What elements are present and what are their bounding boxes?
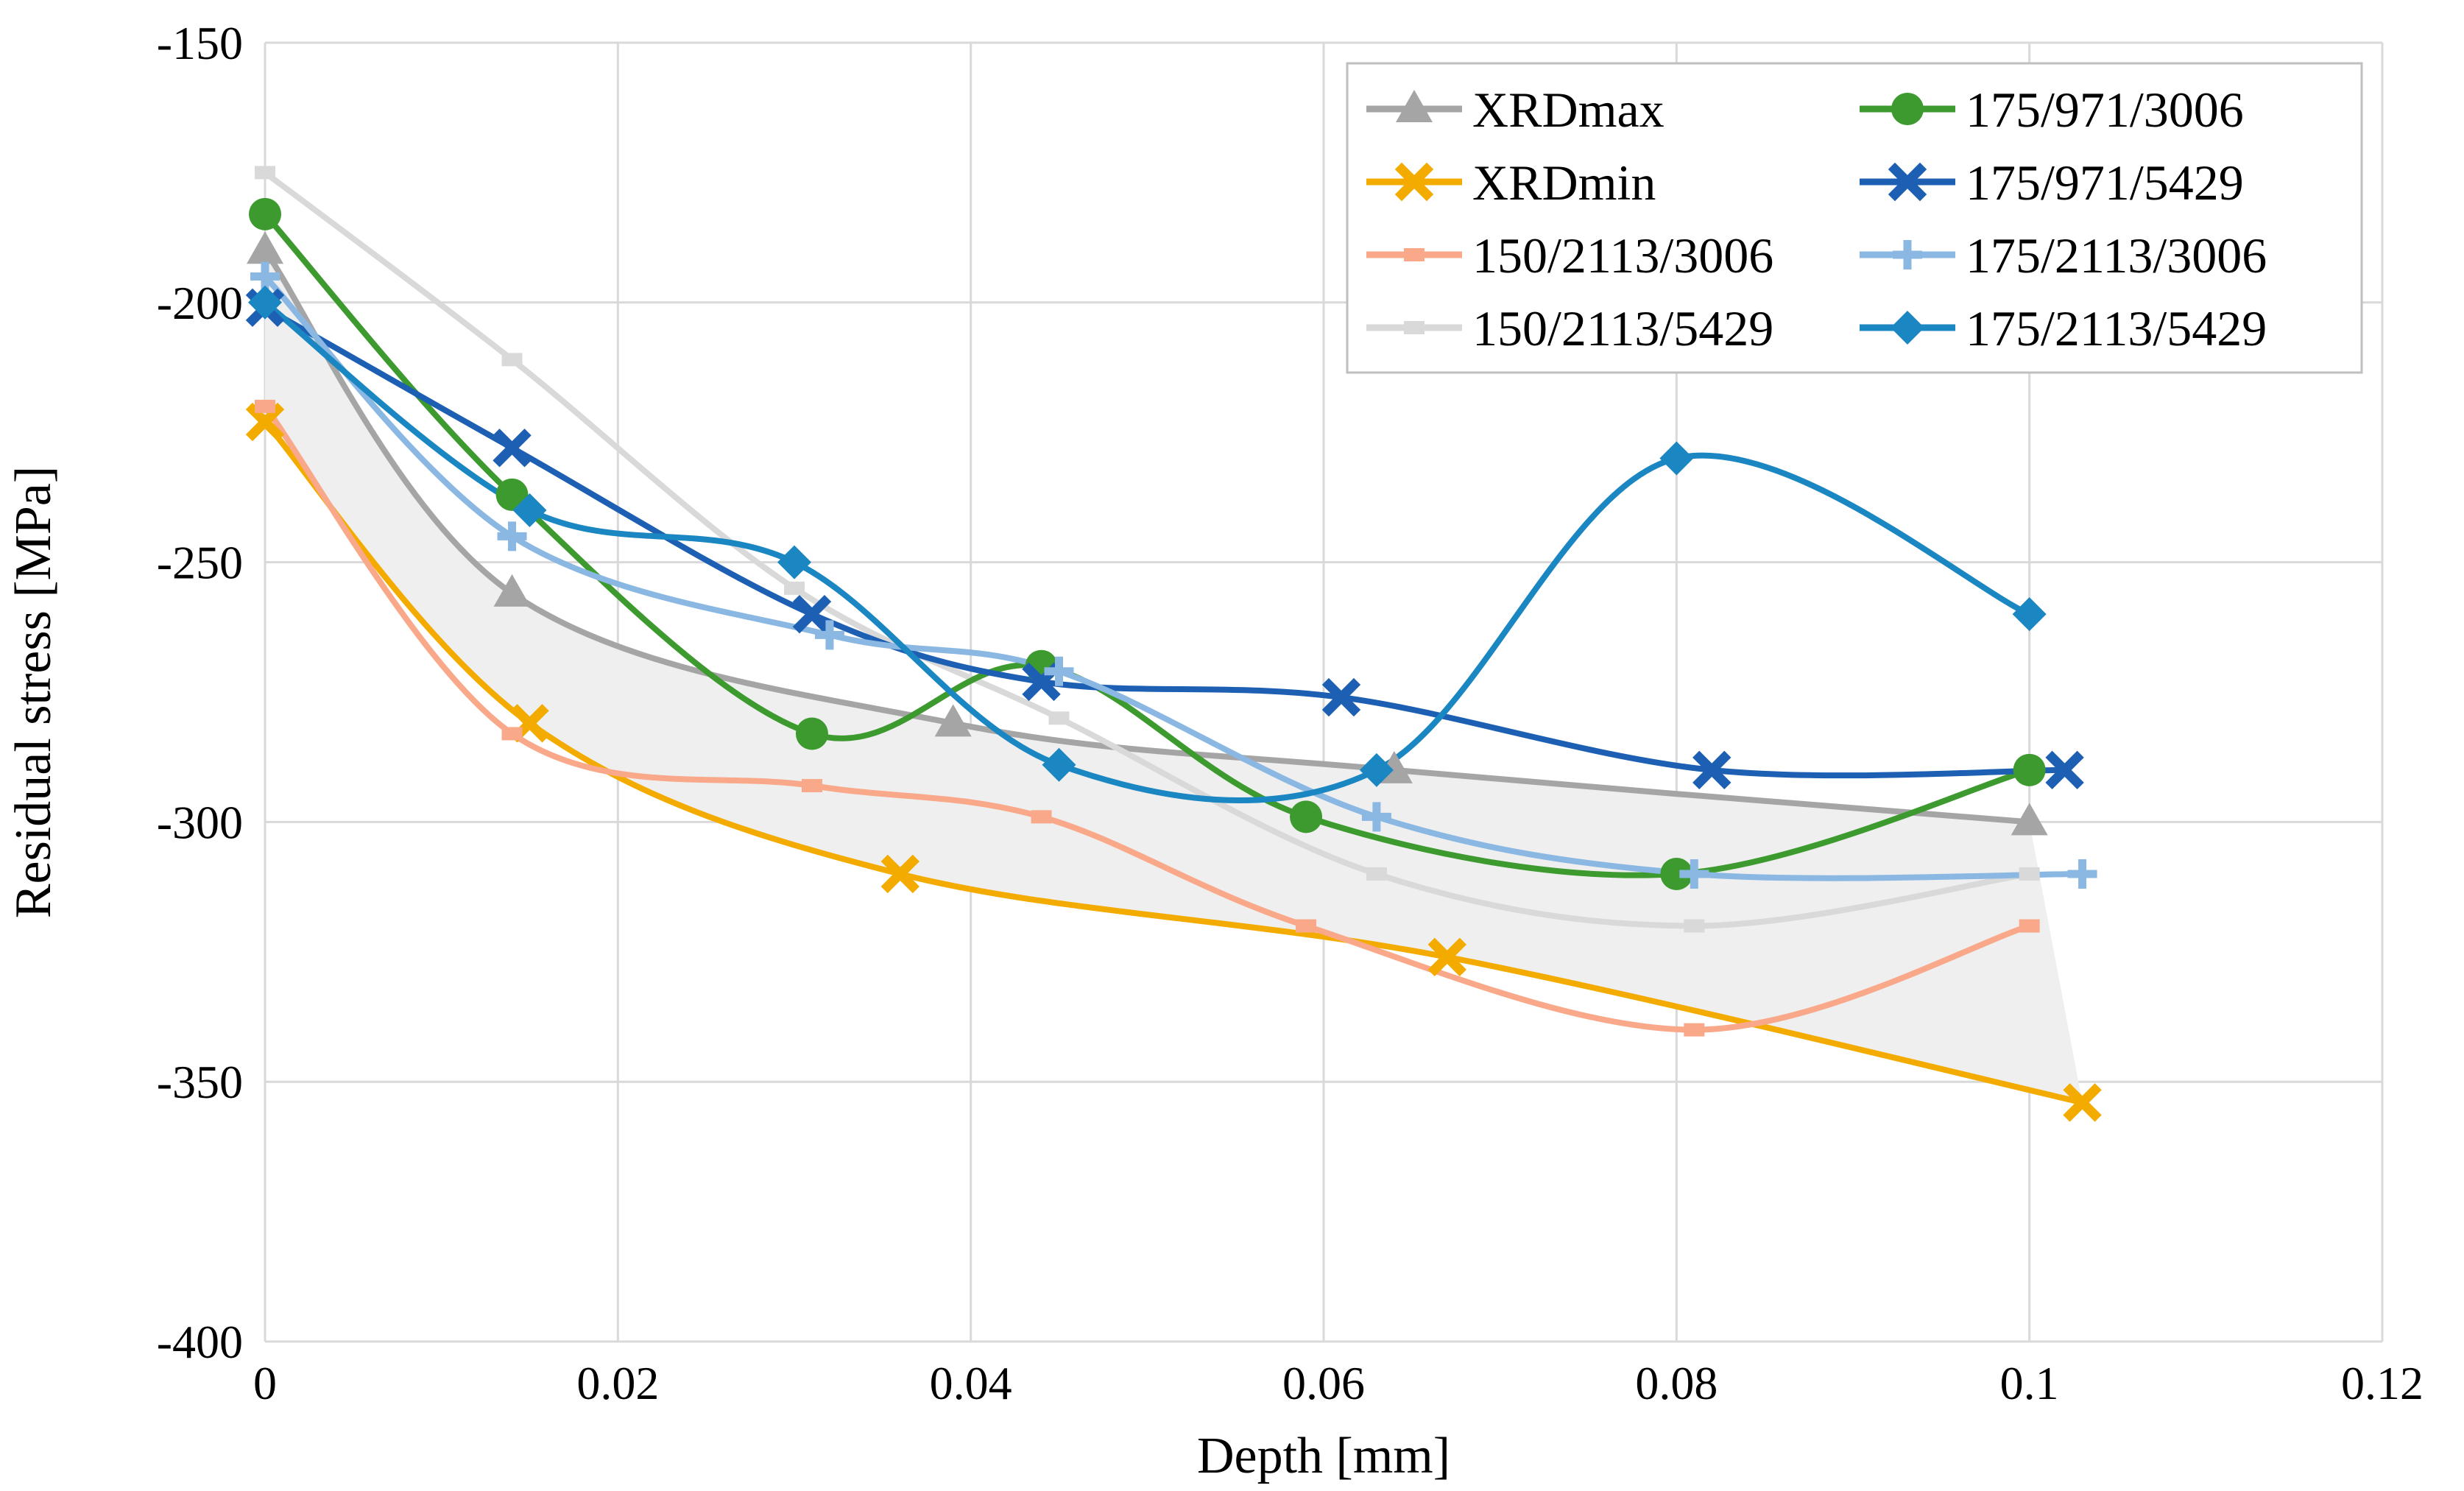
series-markers-150-2113-5429: [255, 166, 2040, 933]
series-line-xrdmax: [262, 247, 2033, 825]
legend-marker-175-971-3006: [1891, 93, 1924, 125]
y-axis-ticks: -150 -200 -250 -300 -350 -400: [157, 17, 243, 1368]
data-point-150-2113-3006-5: [1684, 1023, 1705, 1037]
data-point-xrdmax-1: [493, 574, 531, 607]
series-line-xrdmin: [262, 419, 2086, 1106]
series-markers-xrdmax: [247, 231, 2048, 836]
data-point-xrdmin-0: [245, 402, 285, 442]
data-point-xrdmax-2: [934, 704, 972, 737]
series-markers-150-2113-3006: [255, 399, 2040, 1037]
data-point-xrdmax-4: [2011, 803, 2048, 836]
legend-label-175-2113-5429: 175/2113/5429: [1966, 300, 2267, 356]
data-point-175-971-5429-1: [493, 429, 532, 468]
legend-marker-175-2113-5429: [1891, 311, 1924, 345]
data-point-175-971-5429-2: [792, 594, 832, 634]
data-point-150-2113-5429-4: [1366, 867, 1387, 881]
data-point-150-2113-5429-5: [1684, 919, 1705, 933]
data-point-175-2113-3006-6: [2067, 859, 2097, 889]
legend-label-175-2113-3006: 175/2113/3006: [1966, 228, 2267, 283]
legend-marker-xrdmax: [1396, 90, 1433, 122]
data-point-175-2113-3006-2: [814, 620, 844, 650]
y-axis-title: Residual stress [MPa]: [5, 466, 62, 918]
data-point-175-971-3006-0: [249, 197, 281, 230]
data-point-150-2113-3006-6: [2019, 919, 2040, 933]
data-point-175-2113-5429-1: [512, 493, 547, 528]
data-point-175-971-5429-6: [2045, 750, 2084, 790]
data-point-175-971-5429-4: [1321, 677, 1361, 717]
xrd-range-band: [265, 250, 2083, 1103]
data-point-150-2113-5429-6: [2019, 867, 2040, 881]
legend-marker-xrdmin: [1394, 162, 1434, 202]
data-point-xrdmin-2: [880, 854, 919, 894]
data-point-175-2113-5429-5: [1659, 441, 1694, 476]
data-point-175-971-5429-5: [1692, 750, 1731, 790]
legend-marker-150-2113-3006: [1404, 248, 1425, 261]
y-tick-label: -300: [157, 796, 243, 848]
data-point-150-2113-5429-0: [255, 166, 275, 180]
data-point-175-2113-5429-6: [2012, 597, 2047, 632]
data-point-150-2113-5429-2: [784, 581, 805, 595]
data-point-175-2113-3006-1: [497, 521, 527, 551]
data-point-150-2113-3006-3: [1031, 810, 1052, 824]
data-point-150-2113-3006-1: [501, 727, 523, 741]
series-markers-xrdmin: [245, 402, 2102, 1122]
x-axis-ticks: 0 0.02 0.04 0.06 0.08 0.1 0.12: [253, 1357, 2424, 1409]
data-point-150-2113-3006-4: [1296, 919, 1317, 933]
data-point-xrdmax-0: [247, 231, 283, 264]
data-point-175-2113-3006-5: [1679, 859, 1709, 889]
data-point-175-971-3006-5: [1660, 857, 1693, 890]
y-tick-label: -250: [157, 537, 243, 589]
y-tick-label: -200: [157, 277, 243, 329]
series-markers: [245, 166, 2102, 1122]
legend-label-150-2113-5429: 150/2113/5429: [1472, 300, 1773, 356]
data-point-175-2113-3006-3: [1044, 656, 1074, 686]
legend-box: [1346, 62, 2363, 374]
y-tick-label: -400: [157, 1316, 243, 1368]
x-tick-label: 0: [253, 1357, 277, 1409]
legend-marker-150-2113-5429: [1404, 321, 1425, 334]
x-tick-label: 0.12: [2341, 1357, 2424, 1409]
legend-label-175-971-5429: 175/971/5429: [1966, 155, 2244, 211]
x-tick-label: 0.06: [1282, 1357, 1365, 1409]
y-tick-label: -350: [157, 1056, 243, 1108]
legend-label-150-2113-3006: 150/2113/3006: [1472, 228, 1773, 283]
legend-label-xrdmax: XRDmax: [1472, 82, 1665, 138]
legend-label-175-971-3006: 175/971/3006: [1966, 82, 2244, 138]
y-tick-label: -150: [157, 17, 243, 69]
series-markers-175-971-3006: [249, 197, 2046, 890]
data-point-175-971-3006-2: [795, 717, 828, 750]
data-point-150-2113-5429-1: [501, 353, 523, 367]
legend: XRDmax XRDmin 150/2113/3006 150/2113/5429 17…: [1346, 62, 2363, 374]
x-axis-title: Depth [mm]: [1197, 1428, 1450, 1484]
data-point-175-971-3006-6: [2013, 753, 2046, 786]
data-point-175-971-3006-1: [495, 478, 529, 511]
data-point-xrdmin-3: [1427, 937, 1466, 977]
data-point-175-2113-5429-0: [248, 285, 282, 320]
x-tick-label: 0.04: [930, 1357, 1012, 1409]
x-tick-label: 0.08: [1635, 1357, 1718, 1409]
legend-label-xrdmin: XRDmin: [1472, 155, 1656, 211]
data-point-150-2113-3006-0: [255, 399, 275, 413]
series-markers-175-2113-3006: [250, 261, 2097, 889]
data-point-175-2113-5429-2: [777, 545, 811, 579]
data-point-175-2113-3006-4: [1361, 802, 1391, 832]
data-point-175-2113-5429-3: [1042, 747, 1076, 782]
data-point-150-2113-5429-3: [1048, 711, 1070, 725]
series-markers-175-2113-5429: [248, 285, 2047, 787]
data-point-175-2113-5429-4: [1359, 752, 1394, 787]
legend-marker-175-2113-3006: [1893, 240, 1922, 269]
data-point-xrdmin-4: [2063, 1083, 2102, 1122]
data-point-150-2113-3006-2: [801, 779, 822, 793]
legend-marker-175-971-5429: [1888, 162, 1927, 202]
x-tick-label: 0.1: [2000, 1357, 2059, 1409]
data-point-175-971-3006-4: [1290, 800, 1323, 833]
x-tick-label: 0.02: [576, 1357, 659, 1409]
